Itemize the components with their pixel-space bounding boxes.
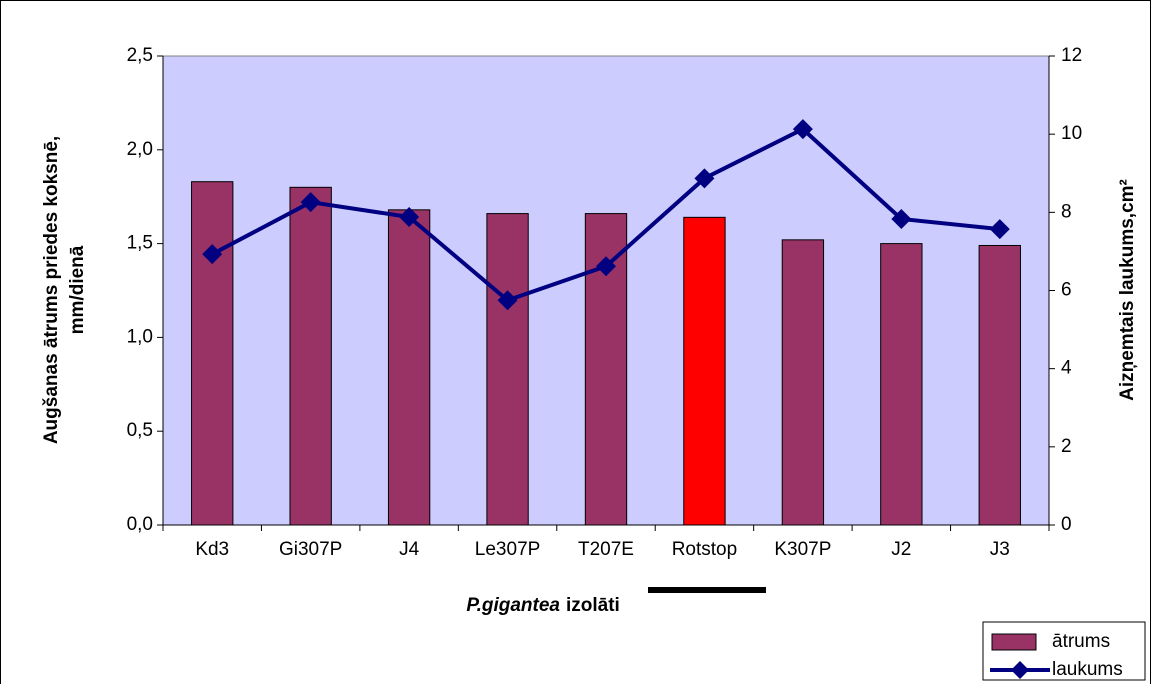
y2-tick-label: 6	[1061, 280, 1072, 301]
x-tick-label: Rotstop	[672, 539, 737, 560]
marker	[792, 119, 813, 140]
x-tick-label: Gi307P	[279, 539, 342, 560]
marker	[202, 244, 223, 265]
y-tick-label: 1,5	[127, 233, 153, 254]
bar	[683, 216, 726, 526]
y-tick-label: 1,0	[127, 326, 153, 347]
legend-swatch	[1011, 661, 1029, 679]
y-tick-label: 2,0	[127, 139, 153, 160]
y-tick-label: 0,0	[127, 514, 153, 535]
marker	[497, 290, 518, 311]
marker	[694, 168, 715, 189]
y-tick-label: 2,5	[127, 45, 153, 66]
marker	[989, 219, 1010, 240]
x-tick-label: T207E	[578, 539, 634, 560]
x-tick-label: J4	[399, 539, 420, 560]
y2-tick-label: 10	[1061, 123, 1082, 144]
marker	[891, 208, 912, 229]
highlight-underline	[648, 587, 766, 593]
x-axis-title: izolāti	[566, 595, 620, 616]
x-tick-label: Le307P	[475, 539, 541, 560]
marker	[596, 256, 616, 277]
y2-tick-label: 0	[1061, 514, 1072, 535]
bar	[978, 244, 1021, 526]
y2-tick-label: 8	[1061, 201, 1072, 222]
y2-axis-title: Aizņemtais laukums,cm²	[1117, 179, 1138, 401]
marker	[300, 192, 321, 213]
y-axis-title: mm/dienā	[67, 245, 88, 334]
bar	[486, 213, 529, 526]
y2-tick-label: 12	[1061, 45, 1082, 66]
bar	[880, 243, 923, 526]
x-tick-label: J3	[990, 539, 1010, 560]
y2-tick-label: 4	[1061, 358, 1072, 379]
y-tick-label: 0,5	[127, 420, 153, 441]
x-tick-label: J2	[891, 539, 911, 560]
x-axis-title: P.gigantea	[466, 595, 560, 616]
legend-label: laukums	[1052, 659, 1123, 680]
y-axis-title: Augšanas ātrums priedes koksnē,	[41, 136, 62, 444]
bar	[781, 239, 825, 526]
legend-label: ātrums	[1052, 631, 1110, 652]
legend-swatch	[991, 633, 1037, 651]
y2-tick-label: 2	[1061, 436, 1072, 457]
bar	[387, 209, 431, 526]
bar	[289, 186, 332, 526]
marker	[399, 207, 420, 228]
x-tick-label: K307P	[774, 539, 831, 560]
bar	[191, 181, 234, 526]
x-tick-label: Kd3	[195, 539, 229, 560]
